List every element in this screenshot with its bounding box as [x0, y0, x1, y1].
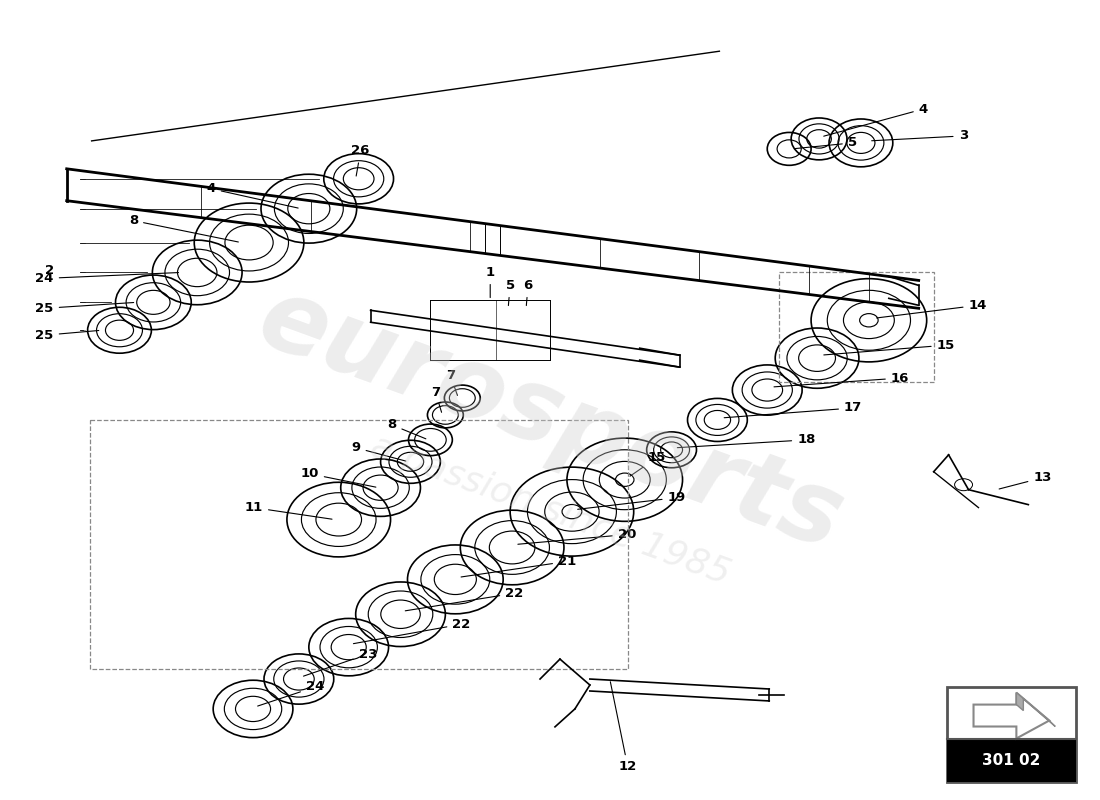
Polygon shape — [1016, 693, 1055, 726]
FancyBboxPatch shape — [947, 739, 1076, 782]
Text: 8: 8 — [387, 418, 426, 439]
Polygon shape — [974, 693, 1049, 738]
Text: 17: 17 — [724, 402, 862, 418]
Text: 8: 8 — [129, 214, 239, 242]
Text: 3: 3 — [871, 130, 968, 142]
Text: 7: 7 — [431, 386, 441, 412]
Text: 14: 14 — [877, 299, 987, 318]
Text: 20: 20 — [518, 528, 636, 544]
Text: 15: 15 — [630, 451, 666, 476]
Text: 22: 22 — [353, 618, 471, 644]
Text: 23: 23 — [304, 648, 377, 676]
FancyBboxPatch shape — [947, 687, 1076, 782]
Text: 7: 7 — [446, 369, 458, 395]
Text: a passion since 1985: a passion since 1985 — [365, 429, 735, 590]
Text: 1: 1 — [485, 266, 495, 298]
Text: 5: 5 — [795, 136, 857, 150]
Text: 24: 24 — [257, 681, 324, 706]
Text: 16: 16 — [774, 371, 910, 387]
Text: 9: 9 — [352, 442, 406, 461]
Text: 18: 18 — [678, 434, 815, 448]
Text: 6: 6 — [524, 279, 532, 306]
Text: 2: 2 — [45, 264, 54, 277]
Text: 5: 5 — [506, 279, 515, 306]
Text: 13: 13 — [999, 471, 1052, 489]
Text: eurosports: eurosports — [245, 270, 855, 570]
Text: 4: 4 — [824, 102, 928, 136]
Text: 11: 11 — [245, 501, 332, 519]
Text: 10: 10 — [300, 467, 376, 487]
Text: 26: 26 — [352, 144, 370, 176]
Text: 19: 19 — [578, 491, 685, 510]
Text: 25: 25 — [35, 329, 99, 342]
Text: 4: 4 — [207, 182, 298, 208]
Text: 24: 24 — [35, 272, 178, 285]
Text: 22: 22 — [405, 587, 524, 611]
Text: 301 02: 301 02 — [982, 753, 1041, 768]
Text: 15: 15 — [824, 338, 955, 355]
Text: 25: 25 — [35, 302, 134, 315]
Text: 21: 21 — [461, 555, 576, 577]
Text: 12: 12 — [610, 682, 637, 774]
